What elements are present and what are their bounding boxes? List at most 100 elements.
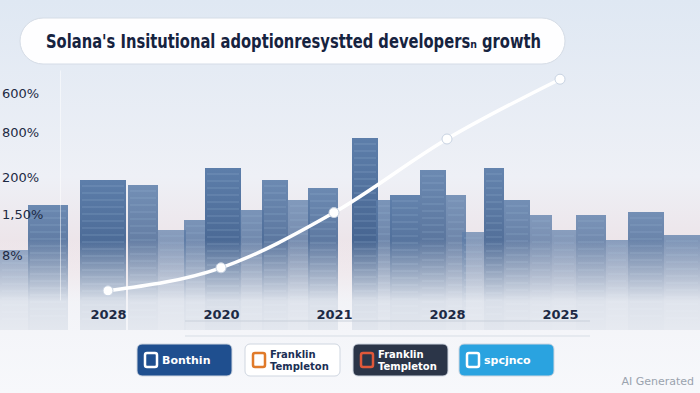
logo-text-line: Franklin: [378, 349, 424, 360]
x-tick-label: 2025: [542, 307, 578, 322]
window-row: [448, 215, 464, 216]
window-row: [130, 205, 156, 206]
window-row: [378, 213, 390, 214]
window-row: [354, 144, 376, 145]
logo-text: FranklinTempleton: [270, 349, 329, 372]
marker: [103, 286, 113, 296]
x-tick: 2028: [429, 307, 465, 322]
window-row: [82, 200, 124, 201]
window-row: [354, 165, 376, 166]
fog: [0, 240, 700, 393]
window-row: [506, 227, 528, 228]
window-row: [130, 233, 156, 234]
logo: Bonthin: [137, 344, 232, 376]
window-row: [486, 209, 502, 210]
window-row: [264, 221, 286, 222]
logos: BonthinFranklinTempletonFranklinTempleto…: [137, 344, 554, 376]
window-row: [207, 216, 239, 217]
window-row: [378, 227, 390, 228]
window-row: [378, 206, 390, 207]
window-row: [464, 238, 482, 239]
logo-text-line: Templeton: [270, 361, 329, 372]
title: Solana's Insitutional adoptionresystted …: [46, 30, 541, 52]
window-row: [82, 214, 124, 215]
window-row: [242, 223, 262, 224]
window-row: [630, 239, 662, 240]
window-row: [486, 202, 502, 203]
x-tick-label: 2028: [429, 307, 465, 322]
window-row: [354, 172, 376, 173]
window-row: [207, 202, 239, 203]
window-row: [486, 188, 502, 189]
window-row: [422, 176, 444, 177]
window-row: [264, 235, 286, 236]
window-row: [310, 201, 336, 202]
window-row: [422, 190, 444, 191]
window-row: [207, 237, 239, 238]
window-row: [82, 207, 124, 208]
window-row: [578, 235, 604, 236]
x-tick-label: 2021: [316, 307, 352, 322]
marker: [329, 208, 339, 218]
sky: [0, 0, 700, 393]
window-row: [207, 195, 239, 196]
line: [108, 79, 560, 291]
window-row: [242, 237, 262, 238]
logo-text: FranklinTempleton: [378, 349, 437, 372]
window-row: [207, 181, 239, 182]
window-row: [578, 228, 604, 229]
window-row: [354, 179, 376, 180]
window-row: [310, 194, 336, 195]
window-row: [448, 222, 464, 223]
window-row: [354, 158, 376, 159]
y-label: 800%: [2, 125, 39, 140]
window-row: [130, 191, 156, 192]
logo: FranklinTempleton: [245, 344, 340, 376]
x-tick-label: 2020: [203, 307, 239, 322]
window-row: [532, 228, 550, 229]
window-row: [264, 186, 286, 187]
chart: Solana's Insitutional adoptionresystted …: [0, 0, 700, 393]
x-tick-label: 2028: [90, 307, 126, 322]
window-row: [264, 228, 286, 229]
window-row: [392, 208, 418, 209]
window-row: [486, 223, 502, 224]
window-row: [422, 183, 444, 184]
window-row: [506, 220, 528, 221]
window-row: [82, 193, 124, 194]
y-axis-line: [60, 71, 61, 301]
window-row: [392, 201, 418, 202]
window-row: [486, 237, 502, 238]
logo-box: [459, 344, 554, 376]
window-row: [207, 230, 239, 231]
window-row: [242, 230, 262, 231]
window-row: [392, 236, 418, 237]
window-row: [422, 204, 444, 205]
window-row: [264, 193, 286, 194]
plot-area: [103, 74, 565, 296]
window-row: [354, 228, 376, 229]
window-row: [392, 222, 418, 223]
window-row: [130, 198, 156, 199]
window-row: [354, 214, 376, 215]
logo-icon: [253, 353, 265, 367]
logo-text-line: Franklin: [270, 349, 316, 360]
y-label: 8%: [2, 248, 23, 263]
x-tick: 2028: [90, 307, 126, 322]
window-row: [378, 234, 390, 235]
y-labels: 600%800%200%1,50%8%: [2, 86, 43, 263]
window-row: [242, 216, 262, 217]
window-row: [310, 236, 336, 237]
x-axis: 2028 2020 2021 2028 2025: [90, 301, 578, 323]
window-row: [630, 225, 662, 226]
marker: [555, 74, 565, 84]
divider: [185, 336, 590, 337]
marker: [442, 134, 452, 144]
window-row: [354, 221, 376, 222]
window-row: [207, 174, 239, 175]
y-label: 200%: [2, 170, 39, 185]
title-box: Solana's Insitutional adoptionresystted …: [20, 18, 565, 64]
window-row: [506, 234, 528, 235]
y-label: 600%: [2, 86, 39, 101]
window-row: [422, 225, 444, 226]
